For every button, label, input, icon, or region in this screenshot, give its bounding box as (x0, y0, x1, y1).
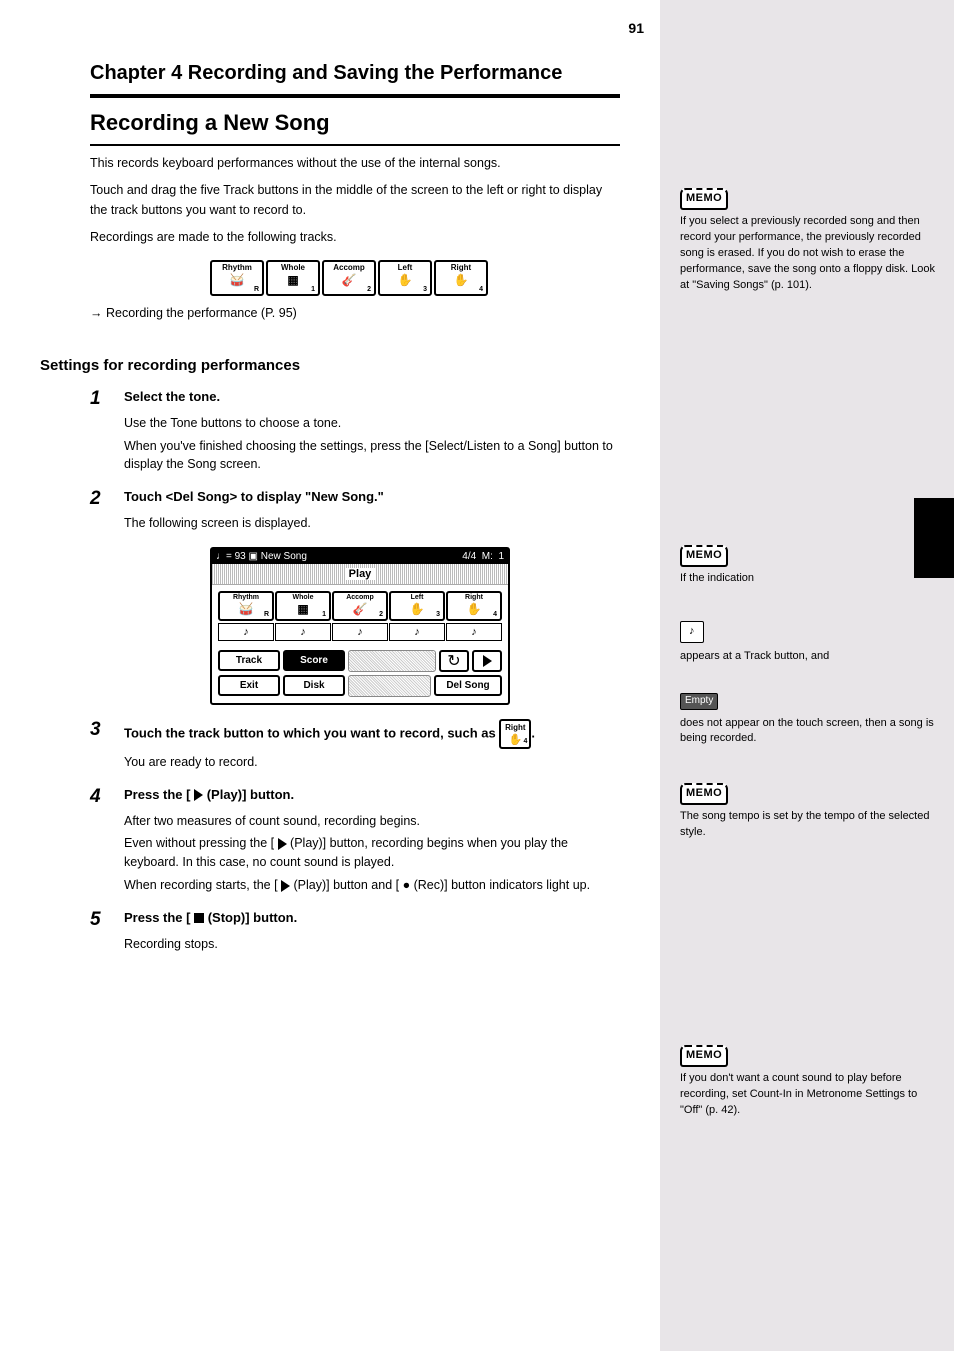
step-note: You are ready to record. (124, 753, 620, 772)
step-text: Touch <Del Song> to display "New Song." (124, 488, 384, 506)
xref: → Recording the performance (P. 95) (90, 304, 620, 323)
right-track-icon: Right✋4 (499, 719, 531, 749)
note-cell: ♪ (332, 623, 388, 641)
paragraph: Recordings are made to the following tra… (90, 228, 620, 247)
memo-text: If the indication (680, 571, 940, 587)
step: 2 Touch <Del Song> to display "New Song.… (90, 488, 620, 510)
step-note: Recording stops. (124, 935, 620, 954)
memo-icon: MEMO (680, 1045, 728, 1067)
chapter-title: Chapter 4 Recording and Saving the Perfo… (90, 60, 620, 86)
time-signature: 4/4 (462, 551, 476, 562)
step-note: When you've finished choosing the settin… (124, 437, 620, 475)
step-note: The following screen is displayed. (124, 514, 620, 533)
track-buttons-row: Rhythm🥁R Whole▦1 Accomp🎸2 Left✋3 Right✋4 (210, 260, 620, 296)
filler (348, 650, 436, 672)
rule (90, 94, 620, 98)
note-cell: ♪ (389, 623, 445, 641)
measure-label: M: (482, 551, 493, 562)
step-text: Press the [ (Play)] button. (124, 786, 294, 804)
step: 4 Press the [ (Play)] button. (90, 786, 620, 808)
subtitle: Settings for recording performances (40, 357, 620, 374)
step-number: 3 (90, 719, 112, 741)
drum-icon: 🥁 (230, 274, 245, 286)
memo-block: MEMO If the indication (680, 545, 940, 587)
memo-block: MEMO If you select a previously recorded… (680, 188, 940, 294)
hand-icon: ✋ (398, 274, 413, 286)
filler (348, 675, 431, 697)
paragraph: Touch and drag the five Track buttons in… (90, 181, 620, 220)
step: 1 Select the tone. (90, 388, 620, 410)
hand-icon: ✋ (454, 274, 469, 286)
step-number: 4 (90, 786, 112, 808)
track-button-rhythm[interactable]: Rhythm🥁R (210, 260, 264, 296)
memo-block: MEMO If you don't want a count sound to … (680, 1045, 940, 1119)
step-text: Press the [ (Stop)] button. (124, 909, 297, 927)
track-button-rhythm[interactable]: Rhythm🥁R (218, 591, 274, 621)
step-number: 5 (90, 909, 112, 931)
step-note: When recording starts, the [ (Play)] but… (124, 876, 620, 895)
track-button-whole[interactable]: Whole▦1 (266, 260, 320, 296)
note-cell: ♪ (446, 623, 502, 641)
tempo-label: ♩= 93 (216, 551, 246, 562)
memo-icon: MEMO (680, 545, 728, 567)
track-button-whole[interactable]: Whole▦1 (275, 591, 331, 621)
memo-text: does not appear on the touch screen, the… (680, 716, 940, 748)
guitar-icon: 🎸 (342, 274, 357, 286)
step-text: Select the tone. (124, 388, 220, 406)
memo-block: ♪ appears at a Track button, and (680, 621, 940, 665)
exit-button[interactable]: Exit (218, 675, 280, 696)
note-cell: ♪ (275, 623, 331, 641)
track-button-right[interactable]: Right✋4 (446, 591, 502, 621)
memo-block: Empty does not appear on the touch scree… (680, 693, 940, 747)
track-button-left[interactable]: Left✋3 (389, 591, 445, 621)
note-cell: ♪ (218, 623, 274, 641)
memo-text: If you select a previously recorded song… (680, 214, 940, 294)
step-number: 2 (90, 488, 112, 510)
memo-text: If you don't want a count sound to play … (680, 1071, 940, 1119)
sidebar: MEMO If you select a previously recorded… (660, 0, 954, 1351)
memo-icon: MEMO (680, 188, 728, 210)
play-banner: Play (212, 564, 508, 585)
track-button-left[interactable]: Left✋3 (378, 260, 432, 296)
memo-text: The song tempo is set by the tempo of th… (680, 809, 940, 841)
step-note: After two measures of count sound, recor… (124, 812, 620, 831)
step-note: Even without pressing the [ (Play)] butt… (124, 834, 620, 872)
keyboard-icon: ▦ (287, 274, 298, 286)
score-button[interactable]: Score (283, 650, 345, 671)
song-title: New Song (261, 551, 307, 562)
note-icon-box: ♪ (680, 621, 704, 643)
step: 5 Press the [ (Stop)] button. (90, 909, 620, 931)
track-button-right[interactable]: Right✋4 (434, 260, 488, 296)
step-note: Use the Tone buttons to choose a tone. (124, 414, 620, 433)
del-song-button[interactable]: Del Song (434, 675, 502, 696)
memo-block: MEMO The song tempo is set by the tempo … (680, 783, 940, 841)
screen-mockup: ♩= 93 ▣ New Song 4/4 M: 1 Play Rhythm🥁R … (210, 547, 510, 705)
memo-text: appears at a Track button, and (680, 649, 940, 665)
section-title: Recording a New Song (90, 110, 620, 136)
measure-value: 1 (498, 551, 504, 562)
rule (90, 144, 620, 146)
loop-button[interactable]: ↻ (439, 650, 469, 672)
track-button-accomp[interactable]: Accomp🎸2 (322, 260, 376, 296)
play-button[interactable] (472, 650, 502, 672)
memo-icon: MEMO (680, 783, 728, 805)
step-text: Touch the track button to which you want… (124, 719, 535, 749)
track-button[interactable]: Track (218, 650, 280, 671)
disk-button[interactable]: Disk (283, 675, 345, 696)
step-number: 1 (90, 388, 112, 410)
paragraph: This records keyboard performances witho… (90, 154, 620, 173)
step: 3 Touch the track button to which you wa… (90, 719, 620, 749)
empty-badge: Empty (680, 693, 718, 710)
track-button-accomp[interactable]: Accomp🎸2 (332, 591, 388, 621)
